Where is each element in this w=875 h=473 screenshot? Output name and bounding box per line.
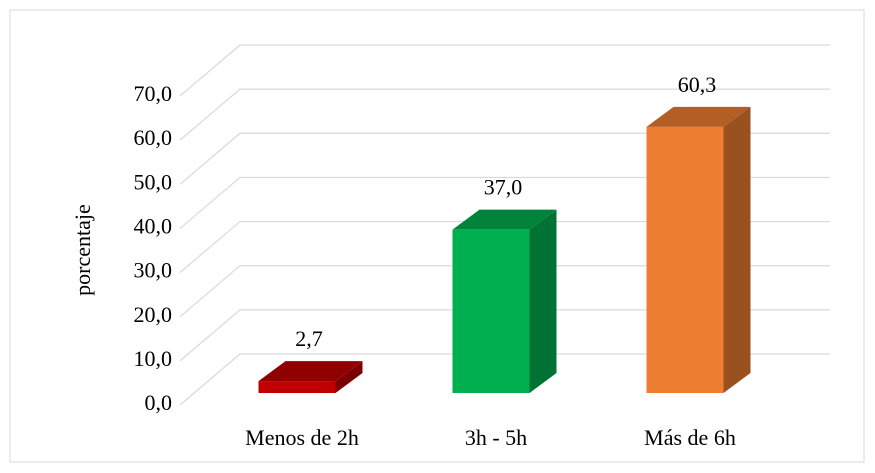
bar	[646, 126, 724, 393]
bar-side	[335, 361, 363, 393]
y-tick-label: 60,0	[134, 125, 173, 150]
grid-line	[179, 176, 830, 229]
x-tick-label: Más de 6h	[644, 425, 736, 450]
y-tick-label: 0,0	[145, 390, 173, 415]
y-axis-title: porcentaje	[70, 204, 95, 296]
y-tick-label: 20,0	[134, 302, 173, 327]
bar-top	[452, 209, 557, 230]
data-label: 37,0	[484, 175, 523, 200]
x-tick-label: 3h - 5h	[465, 425, 527, 450]
grid-line	[179, 44, 830, 97]
grid-line	[179, 132, 830, 185]
grid-line	[179, 220, 830, 274]
y-tick-label: 50,0	[134, 169, 173, 194]
x-tick-label: Menos de 2h	[245, 425, 359, 450]
bar-side	[529, 209, 557, 393]
bar	[452, 229, 530, 393]
grid-line	[179, 309, 830, 362]
bar-top	[258, 361, 363, 382]
y-tick-label: 10,0	[134, 346, 173, 371]
y-tick-label: 30,0	[134, 258, 173, 283]
bar-top	[646, 106, 751, 127]
y-tick-label: 40,0	[134, 213, 173, 238]
grid-line	[179, 265, 830, 318]
y-tick-label: 70,0	[134, 81, 173, 106]
bar	[258, 381, 336, 393]
grid-line	[179, 353, 830, 406]
grid-line	[179, 88, 830, 141]
bar-side	[723, 106, 751, 393]
data-label: 60,3	[678, 72, 717, 97]
data-label: 2,7	[295, 326, 323, 351]
